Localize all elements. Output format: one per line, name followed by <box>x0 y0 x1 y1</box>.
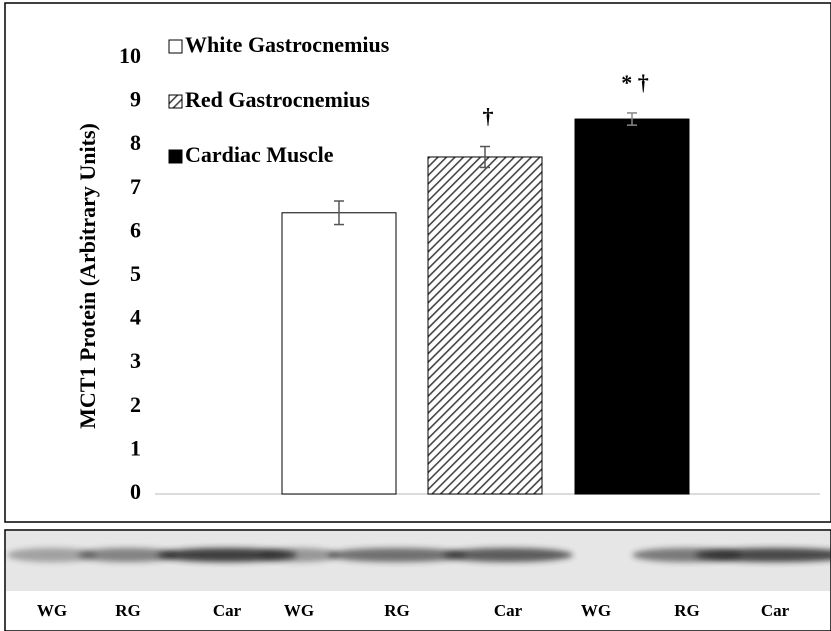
lane-label: Car <box>213 601 242 620</box>
lane-label: RG <box>115 601 141 620</box>
legend-label: Red Gastrocnemius <box>185 87 370 112</box>
y-tick-label: 7 <box>130 174 141 199</box>
y-tick-label: 5 <box>130 261 141 286</box>
figure: MCT1 Protein (Arbitrary Units) 0 1 2 3 4 5 6 7 8… <box>0 0 831 631</box>
legend-swatch <box>169 95 182 108</box>
lane-label: Car <box>494 601 523 620</box>
lane-label: RG <box>674 601 700 620</box>
y-tick-label: 9 <box>130 87 141 112</box>
y-tick-label: 10 <box>119 43 141 68</box>
bar <box>428 157 542 494</box>
y-tick-label: 4 <box>130 305 141 330</box>
legend-label: Cardiac Muscle <box>185 142 334 167</box>
y-axis-label: MCT1 Protein (Arbitrary Units) <box>75 123 100 429</box>
lane-label: RG <box>384 601 410 620</box>
legend-swatch <box>169 150 182 163</box>
y-tick-label: 8 <box>130 130 141 155</box>
legend-swatch <box>169 40 182 53</box>
annotation: * † <box>621 70 649 95</box>
y-tick-label: 6 <box>130 217 141 242</box>
lane-label: WG <box>37 601 67 620</box>
y-tick-label: 0 <box>130 479 141 504</box>
chart-frame <box>5 3 831 522</box>
bar <box>282 213 396 494</box>
legend-label: White Gastrocnemius <box>185 32 390 57</box>
bar <box>575 119 689 494</box>
y-tick-label: 1 <box>130 435 141 460</box>
y-tick-label: 2 <box>130 392 141 417</box>
blot-band <box>443 548 573 562</box>
annotation: † <box>483 104 494 129</box>
lane-label: WG <box>581 601 611 620</box>
lane-label: WG <box>284 601 314 620</box>
y-tick-label: 3 <box>130 348 141 373</box>
lane-label: Car <box>761 601 790 620</box>
